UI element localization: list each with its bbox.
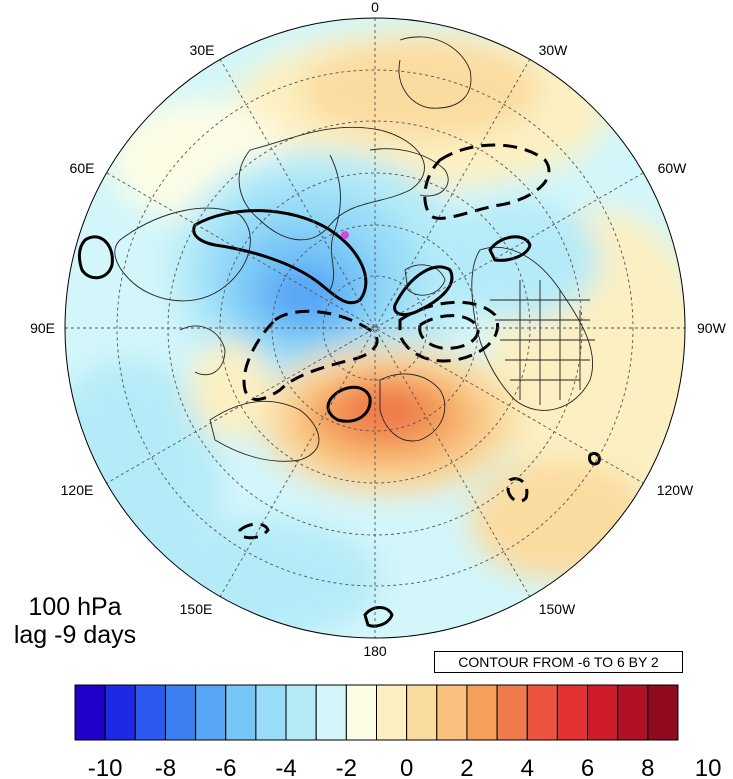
- contour-info-box: CONTOUR FROM -6 TO 6 BY 2: [434, 651, 683, 673]
- negative-contours: [238, 143, 551, 540]
- lon-label-top: 0: [371, 0, 379, 15]
- graticule: [65, 18, 685, 638]
- lon-label-60e: 60E: [70, 160, 95, 176]
- pressure-level-label: 100 hPa: [28, 593, 122, 621]
- lag-label: lag -9 days: [13, 621, 137, 649]
- lon-label-150w: 150W: [539, 601, 576, 617]
- lon-label-right: 90W: [697, 320, 727, 336]
- lon-label-bottom: 180: [363, 643, 387, 659]
- lon-label-150e: 150E: [180, 601, 213, 617]
- location-marker: [341, 231, 349, 239]
- map-border: [64, 17, 686, 639]
- contours: [77, 209, 601, 628]
- lon-label-left: 90E: [30, 320, 55, 336]
- lon-label-120e: 120E: [61, 482, 94, 498]
- coastlines: [114, 36, 595, 462]
- lon-label-120w: 120W: [657, 482, 694, 498]
- lon-label-30e: 30E: [190, 42, 215, 58]
- lon-label-60w: 60W: [658, 160, 688, 176]
- lon-label-30w: 30W: [539, 42, 569, 58]
